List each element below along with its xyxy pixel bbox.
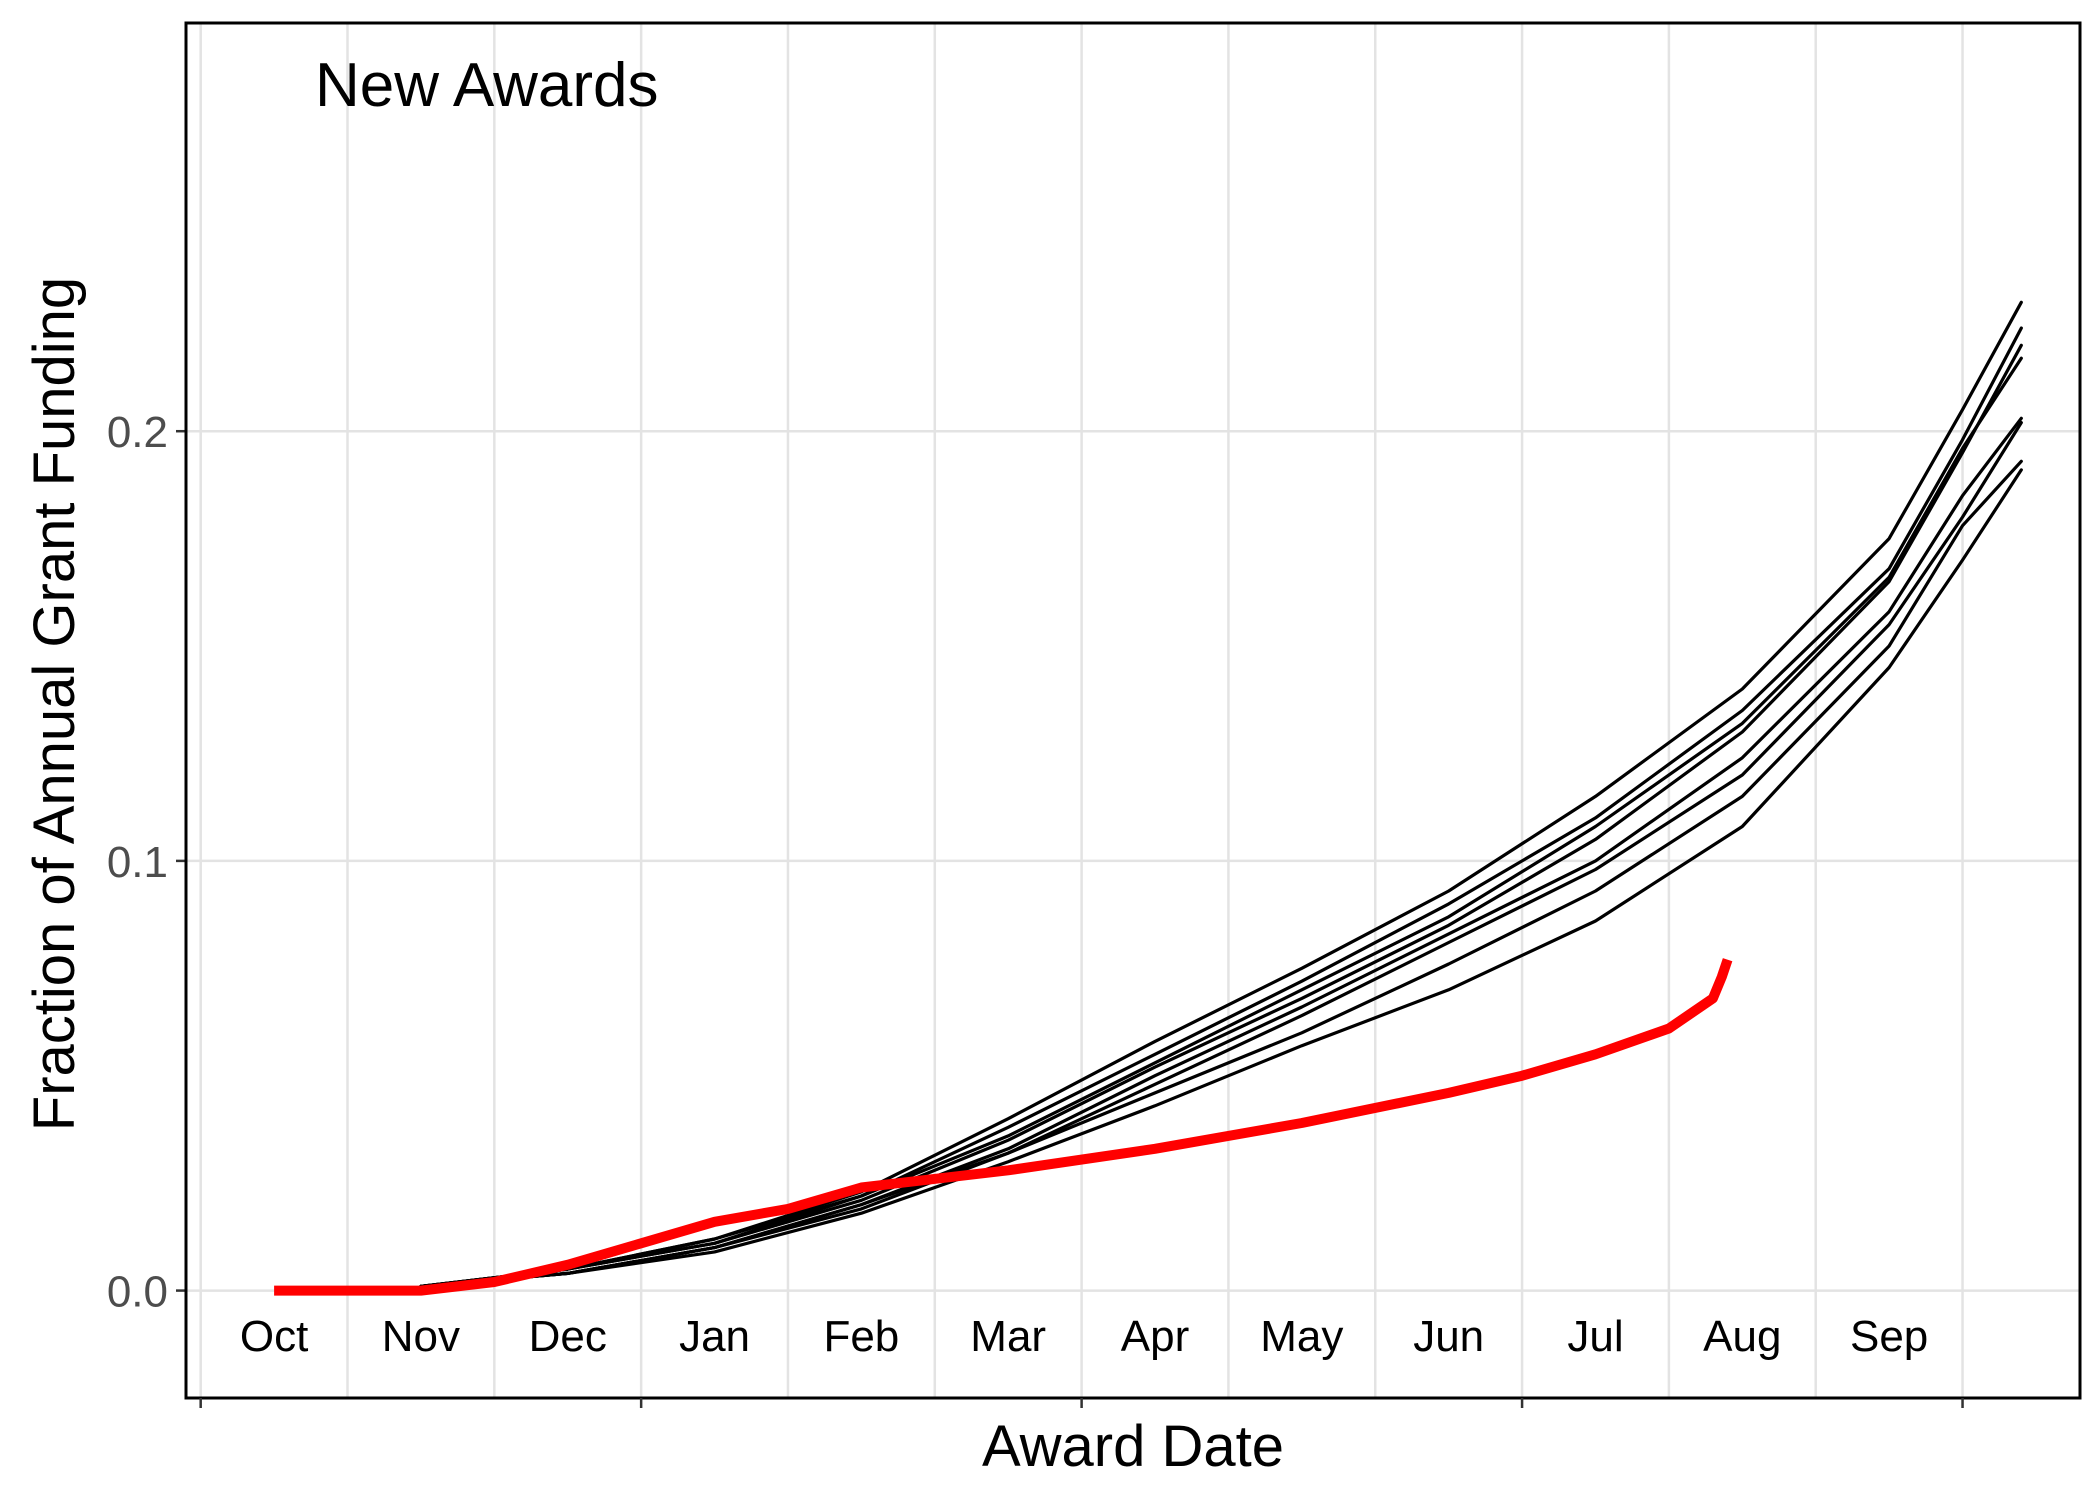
month-label: Apr [1121, 1312, 1189, 1361]
y-tick-label: 0.0 [107, 1268, 168, 1317]
month-label: Sep [1850, 1312, 1928, 1361]
month-label: Dec [529, 1312, 607, 1361]
series-line-historical [419, 468, 2023, 1288]
plot-border [184, 21, 2082, 1400]
series-line-historical [419, 356, 2023, 1288]
month-label: Mar [970, 1312, 1046, 1361]
x-axis-title: Award Date [982, 1414, 1284, 1479]
series-lines [274, 300, 2023, 1296]
y-tick-label: 0.2 [107, 408, 168, 457]
series-line-historical [419, 326, 2023, 1288]
month-label: Jun [1413, 1312, 1484, 1361]
series-line-current [274, 958, 1733, 1296]
y-tick-label: 0.1 [107, 838, 168, 887]
month-label: Aug [1703, 1312, 1781, 1361]
month-label: Jan [679, 1312, 750, 1361]
month-label: Jul [1567, 1312, 1623, 1361]
grid-lines [186, 23, 2080, 1398]
y-axis-title: Fraction of Annual Grant Funding [22, 277, 87, 1131]
month-label: Oct [240, 1312, 308, 1361]
x-axis-tick-marks [199, 1398, 1964, 1408]
chart-annotation: New Awards [315, 51, 658, 120]
month-label: Feb [823, 1312, 899, 1361]
y-axis-ticks: 0.0 0.1 0.2 [107, 408, 186, 1317]
month-labels: Oct Nov Dec Jan Feb Mar Apr May Jun Jul Aug Sep [240, 1312, 1928, 1361]
month-label: Nov [382, 1312, 460, 1361]
month-label: May [1260, 1312, 1343, 1361]
series-line-historical [419, 459, 2023, 1288]
